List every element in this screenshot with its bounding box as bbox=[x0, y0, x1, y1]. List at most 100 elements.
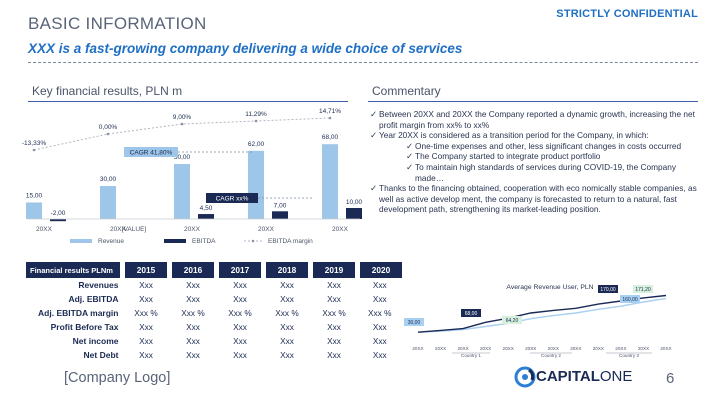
commentary-item: ✓ Between 20XX and 20XX the Company repor… bbox=[370, 109, 700, 130]
cagr-text: CAGR 41,80% bbox=[130, 150, 173, 157]
table-year-header: 2017 bbox=[214, 262, 264, 278]
arpu-line bbox=[417, 297, 667, 333]
table-row-label: Adj. EBITDA bbox=[68, 294, 119, 304]
ebitda-bar bbox=[198, 214, 214, 219]
page-number: 6 bbox=[666, 370, 675, 387]
commentary-item: ✓ To maintain high standards of services … bbox=[406, 162, 700, 183]
arpu-point-label-bg bbox=[502, 316, 522, 324]
margin-point bbox=[254, 119, 258, 123]
table-cell: Xxx bbox=[280, 280, 294, 290]
arpu-point-label: 170,00 bbox=[600, 287, 616, 293]
company-logo-placeholder: [Company Logo] bbox=[64, 370, 171, 386]
table-cell: Xxx bbox=[372, 336, 387, 346]
legend-revenue-label: Revenue bbox=[98, 238, 124, 245]
cagr2-text: CAGR xx% bbox=[216, 196, 249, 203]
margin-point bbox=[328, 116, 332, 120]
check-icon: ✓ bbox=[370, 183, 377, 194]
ebitda-bar bbox=[50, 219, 66, 222]
arpu-group-label: Country 3 bbox=[619, 353, 639, 358]
table-cell: Xxx bbox=[139, 350, 153, 360]
arpu-point-label-bg bbox=[461, 309, 481, 317]
arpu-point-label-bg bbox=[404, 318, 424, 326]
left-section-divider bbox=[28, 101, 348, 102]
arpu-x-label: 20XX bbox=[503, 346, 514, 351]
arpu-x-label: 20XX bbox=[570, 346, 581, 351]
right-section-divider bbox=[368, 101, 698, 102]
arpu-point-label-bg bbox=[620, 295, 640, 303]
table-year-header: 2019 bbox=[308, 262, 358, 278]
margin-point bbox=[180, 122, 184, 126]
table-row: Profit Before Tax Xxx Xxx Xxx Xxx Xxx Xxx bbox=[26, 320, 402, 334]
revenue-bar bbox=[174, 164, 190, 219]
ebitda-bar bbox=[272, 211, 288, 219]
margin-label: -13,33% bbox=[22, 140, 46, 147]
table-cell: Xxx bbox=[139, 280, 153, 290]
table-year-header: 2016 bbox=[167, 262, 217, 278]
commentary-text: The Company started to integrate product… bbox=[415, 151, 601, 162]
arpu-x-label: 20XX bbox=[548, 346, 559, 351]
arpu-x-label: 20XX bbox=[480, 346, 491, 351]
revenue-bar bbox=[322, 144, 338, 219]
table-cell: Xxx % bbox=[134, 308, 158, 318]
ebitda-label: -2,00 bbox=[51, 210, 66, 217]
table-cell: Xxx bbox=[327, 322, 341, 332]
arpu-x-label: 20XX bbox=[525, 346, 536, 351]
margin-label: 0,00% bbox=[99, 124, 118, 131]
table-cell: Xxx bbox=[233, 294, 247, 304]
table-row-label: Profit Before Tax bbox=[50, 322, 119, 332]
table-cell: Xxx bbox=[233, 322, 247, 332]
table-cell: Xxx bbox=[327, 350, 341, 360]
check-icon: ✓ bbox=[370, 130, 377, 141]
table-cell: Xxx bbox=[186, 280, 200, 290]
legend-revenue-swatch bbox=[70, 239, 92, 243]
margin-point bbox=[106, 132, 110, 136]
table-cell: Xxx bbox=[280, 336, 294, 346]
table-cell: Xxx bbox=[327, 294, 341, 304]
ebitda-label: 7,00 bbox=[274, 202, 287, 209]
commentary-text: To maintain high standards of services d… bbox=[415, 161, 677, 183]
table-cell: Xxx % bbox=[228, 308, 252, 318]
table-row-label: Net income bbox=[72, 336, 119, 346]
table-row: Adj. EBITDA Xxx Xxx Xxx Xxx Xxx Xxx bbox=[26, 292, 402, 306]
arpu-x-label: 20XX bbox=[457, 346, 468, 351]
table-cell: Xxx bbox=[233, 336, 247, 346]
arpu-point-label: 64,20 bbox=[506, 318, 519, 324]
margin-point bbox=[32, 148, 36, 152]
table-cell: Xxx bbox=[139, 336, 153, 346]
table-cell: Xxx bbox=[372, 294, 387, 304]
left-section-title: Key financial results, PLN m bbox=[32, 84, 183, 98]
table-cell: Xxx bbox=[186, 322, 200, 332]
table-cell: Xxx bbox=[233, 350, 247, 360]
revenue-bar bbox=[100, 186, 116, 219]
cagr-box bbox=[124, 147, 178, 157]
page-title: BASIC INFORMATION bbox=[28, 14, 207, 33]
table-cell: Xxx bbox=[280, 322, 294, 332]
ebitda-bar bbox=[346, 208, 362, 219]
table-year-header: 2018 bbox=[261, 262, 311, 278]
legend-margin-point bbox=[251, 239, 255, 243]
financial-results-table: Financial results PLNm 2015 2016 2017 2018 20… bbox=[26, 262, 402, 362]
margin-line bbox=[33, 117, 331, 151]
arpu-point-label: 171,20 bbox=[635, 287, 651, 293]
table-cell: Xxx bbox=[327, 336, 341, 346]
right-section-title: Commentary bbox=[372, 84, 441, 98]
category-label: 20XX bbox=[332, 226, 349, 233]
table-cell: Xxx % bbox=[322, 308, 346, 318]
check-icon: ✓ bbox=[406, 151, 413, 162]
commentary-text: Between 20XX and 20XX the Company report… bbox=[379, 109, 695, 130]
capitalone-logo-icon bbox=[514, 366, 536, 388]
value-placeholder: [VALUE] bbox=[122, 226, 147, 233]
margin-label: 14,71% bbox=[319, 108, 341, 115]
check-icon: ✓ bbox=[370, 109, 377, 119]
brand-name: CAPITALONE bbox=[536, 368, 633, 385]
margin-label: 11,29% bbox=[245, 111, 267, 118]
table-cell: Xxx bbox=[186, 350, 200, 360]
commentary-text: Year 20XX is considered as a transition … bbox=[379, 130, 649, 141]
commentary-item: ✓ Thanks to the financing obtained, coope… bbox=[370, 183, 700, 215]
cagr2-box bbox=[206, 193, 258, 203]
table-year-header: 2015 bbox=[120, 262, 170, 278]
commentary-text: Thanks to the financing obtained, cooper… bbox=[379, 183, 697, 215]
table-cell: Xxx bbox=[372, 322, 387, 332]
arpu-point-label: 30,00 bbox=[408, 320, 421, 326]
